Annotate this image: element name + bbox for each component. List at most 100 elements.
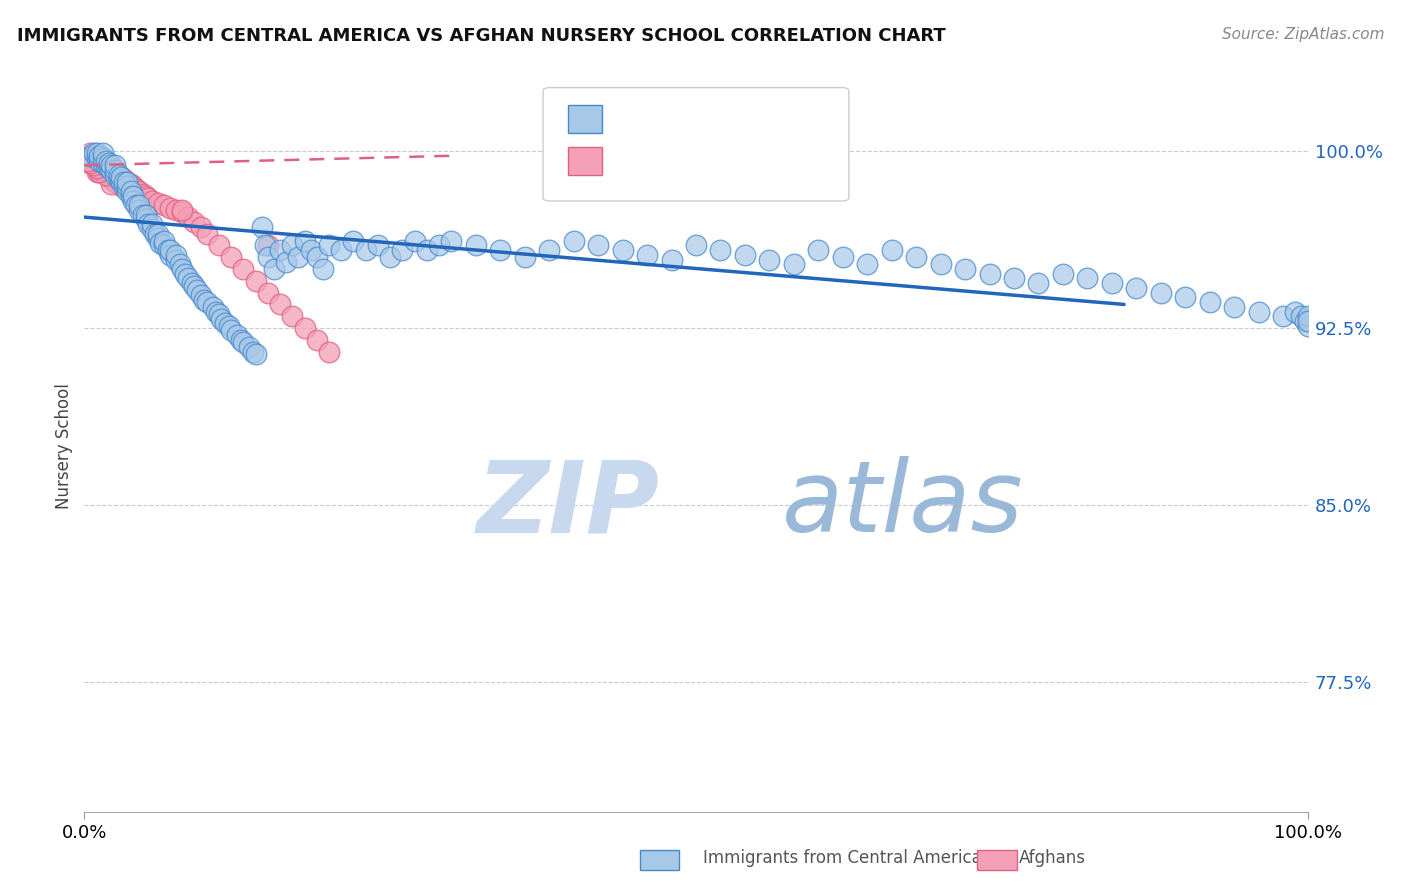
Point — [299, 243, 322, 257]
Point — [172, 205, 194, 219]
Point — [132, 208, 155, 222]
Point — [172, 202, 194, 217]
Point — [214, 316, 236, 330]
Point — [125, 198, 148, 212]
Point — [86, 156, 108, 170]
Point — [709, 243, 731, 257]
Point — [136, 217, 159, 231]
Point — [97, 169, 120, 184]
Point — [342, 234, 364, 248]
Point — [143, 227, 166, 241]
Point — [104, 175, 127, 189]
Text: N = 136: N = 136 — [733, 110, 813, 128]
Point — [122, 194, 145, 208]
Point — [1291, 310, 1313, 324]
Point — [91, 151, 114, 165]
Point — [905, 250, 928, 264]
Point — [141, 194, 163, 208]
Point — [263, 262, 285, 277]
Point — [1150, 285, 1173, 300]
Point — [96, 163, 118, 178]
Point — [1272, 310, 1295, 324]
Point — [294, 321, 316, 335]
Point — [115, 175, 138, 189]
Point — [83, 153, 105, 168]
Point — [294, 234, 316, 248]
Point — [122, 179, 145, 194]
Point — [110, 175, 132, 189]
Point — [153, 198, 176, 212]
Text: Source: ZipAtlas.com: Source: ZipAtlas.com — [1222, 27, 1385, 42]
Point — [190, 219, 212, 234]
Point — [125, 182, 148, 196]
Point — [209, 311, 232, 326]
Point — [97, 169, 120, 184]
Point — [1028, 276, 1050, 290]
Point — [219, 250, 242, 264]
Point — [165, 252, 187, 267]
Point — [856, 257, 879, 271]
Point — [1223, 300, 1246, 314]
Text: Afghans: Afghans — [1019, 849, 1087, 867]
FancyBboxPatch shape — [543, 87, 849, 201]
Point — [112, 175, 135, 189]
Point — [87, 165, 110, 179]
Point — [77, 153, 100, 168]
Point — [305, 250, 328, 264]
Point — [404, 234, 426, 248]
Point — [79, 156, 101, 170]
Point — [250, 219, 273, 234]
Point — [115, 184, 138, 198]
Point — [312, 262, 335, 277]
Point — [86, 165, 108, 179]
Point — [86, 151, 108, 165]
Point — [612, 243, 634, 257]
Text: ZIP: ZIP — [477, 456, 659, 553]
Point — [112, 179, 135, 194]
Point — [276, 255, 298, 269]
Point — [96, 153, 118, 168]
Point — [186, 283, 208, 297]
Point — [229, 333, 252, 347]
Point — [107, 172, 129, 186]
Point — [318, 344, 340, 359]
Point — [153, 234, 176, 248]
Point — [91, 156, 114, 170]
Point — [135, 189, 157, 203]
Point — [91, 163, 114, 178]
Point — [195, 295, 218, 310]
Point — [87, 163, 110, 178]
Point — [226, 328, 249, 343]
Point — [165, 248, 187, 262]
Point — [115, 175, 138, 189]
Point — [79, 149, 101, 163]
Point — [193, 293, 215, 307]
Point — [135, 212, 157, 227]
Point — [238, 340, 260, 354]
Point — [146, 196, 169, 211]
Point — [880, 243, 903, 257]
Point — [318, 238, 340, 252]
Point — [86, 161, 108, 175]
Point — [159, 243, 181, 257]
Point — [1002, 271, 1025, 285]
Point — [416, 243, 439, 257]
Point — [136, 191, 159, 205]
Point — [586, 238, 609, 252]
Point — [107, 168, 129, 182]
Point — [287, 250, 309, 264]
Point — [128, 184, 150, 198]
Point — [104, 158, 127, 172]
Point — [183, 278, 205, 293]
Point — [783, 257, 806, 271]
Point — [190, 288, 212, 302]
Point — [149, 236, 172, 251]
Point — [562, 234, 585, 248]
Point — [122, 189, 145, 203]
Point — [367, 238, 389, 252]
Point — [208, 307, 231, 321]
Point — [734, 248, 756, 262]
Point — [1296, 318, 1319, 333]
Point — [91, 156, 114, 170]
Point — [165, 202, 187, 217]
